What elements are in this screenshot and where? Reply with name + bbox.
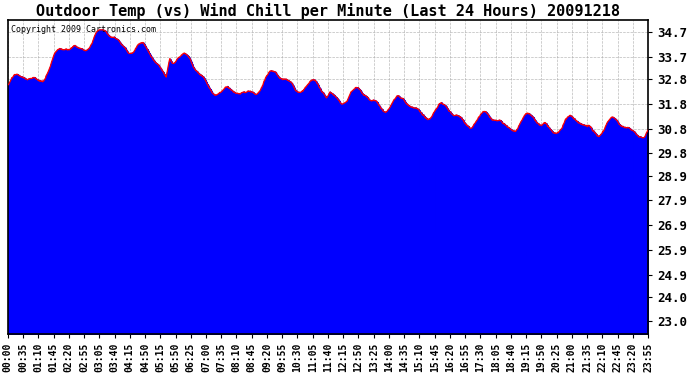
- Title: Outdoor Temp (vs) Wind Chill per Minute (Last 24 Hours) 20091218: Outdoor Temp (vs) Wind Chill per Minute …: [36, 3, 620, 19]
- Text: Copyright 2009 Cartronics.com: Copyright 2009 Cartronics.com: [11, 25, 156, 34]
